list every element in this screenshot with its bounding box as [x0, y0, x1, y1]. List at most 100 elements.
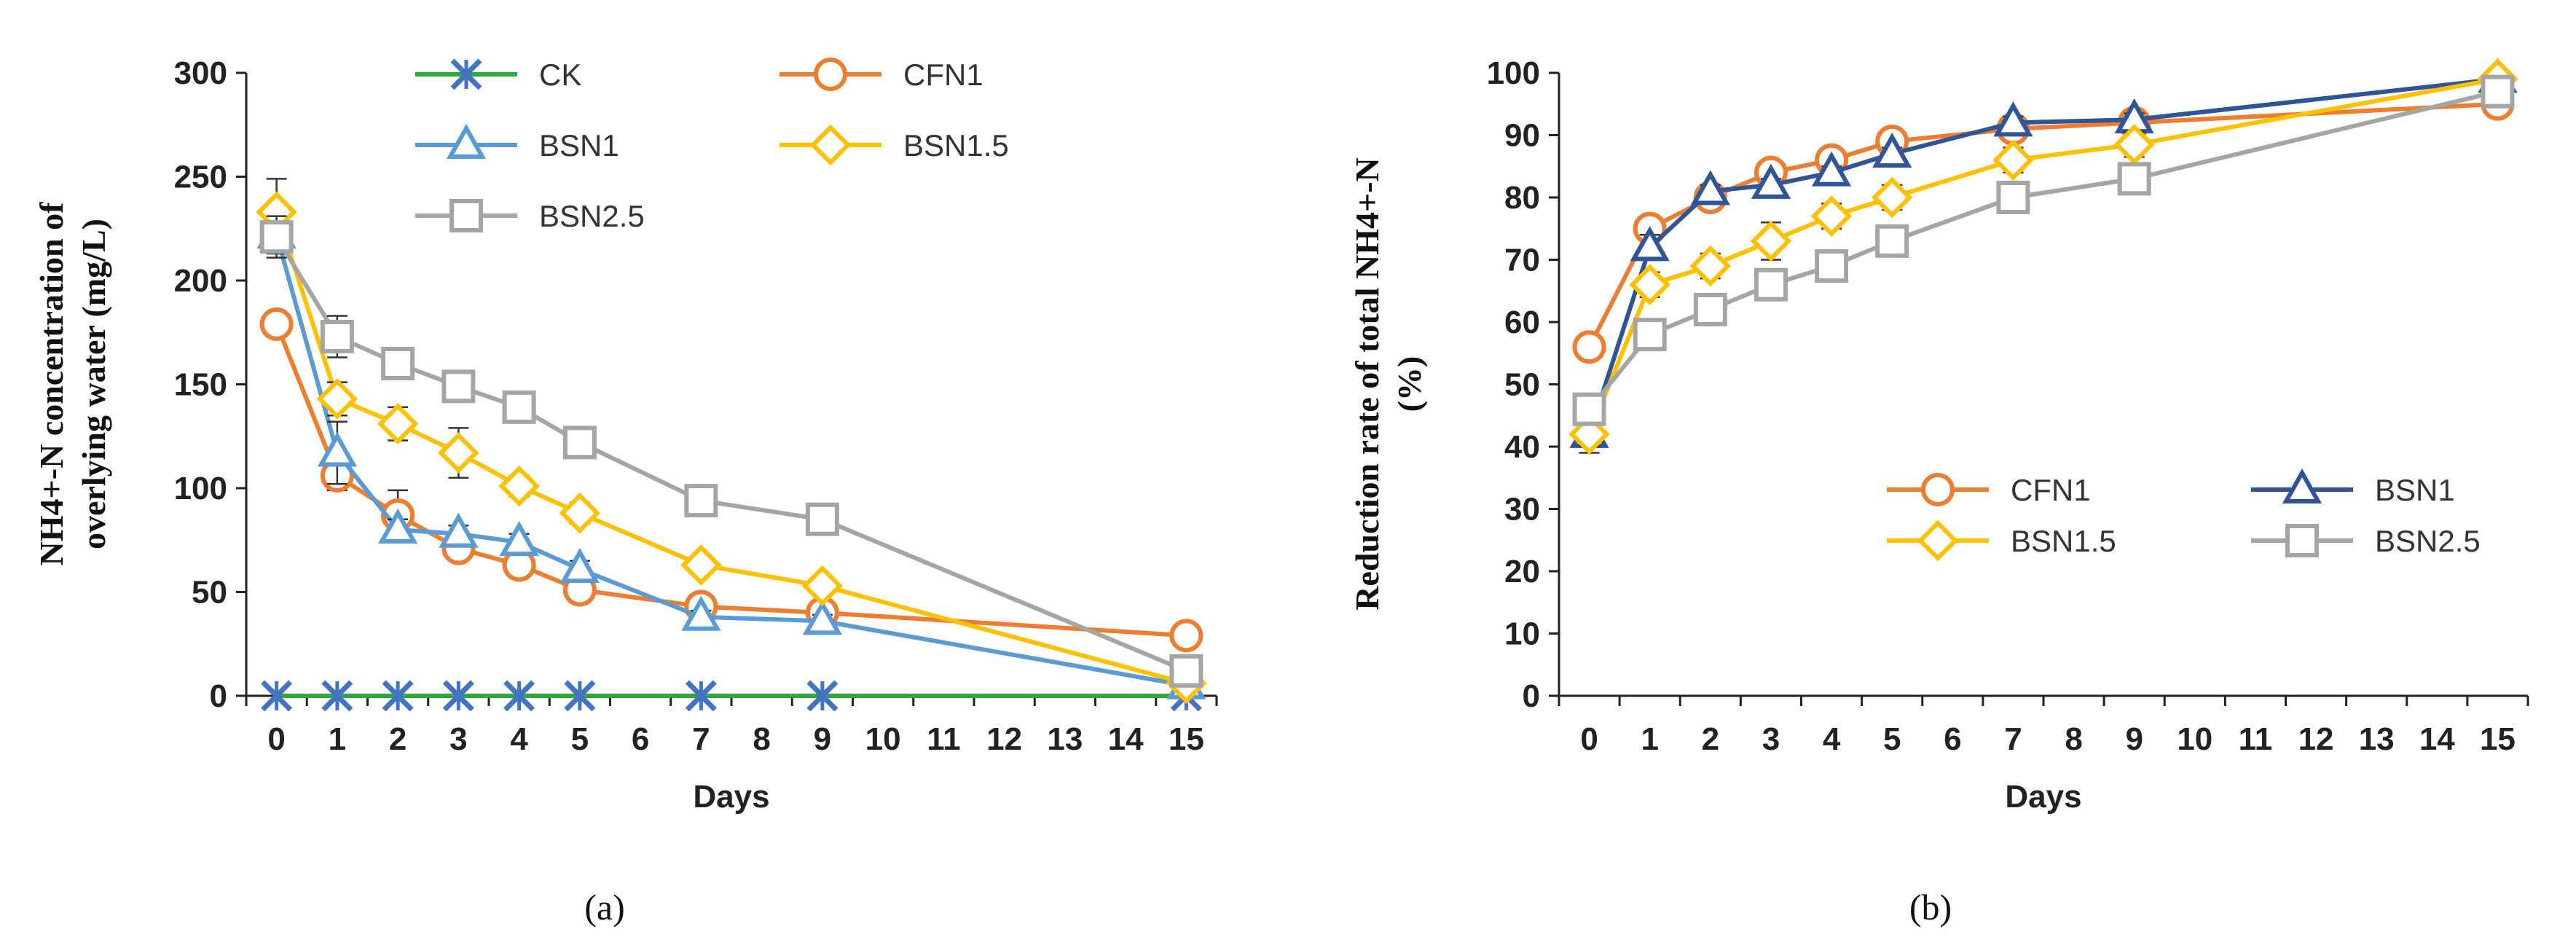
chart-b-x-axis-title: Days — [2005, 779, 2081, 815]
chart-a-data-point — [562, 426, 597, 460]
chart-a-legend-label: BSN1.5 — [903, 128, 1009, 162]
chart-a-x-tick-label: 3 — [449, 721, 467, 757]
chart-b-y-axis-title-line2: (%) — [1391, 356, 1428, 412]
chart-b-x-tick-label: 4 — [1823, 721, 1841, 757]
chart-a-y-tick-label: 200 — [174, 263, 227, 299]
chart-a-data-point — [442, 680, 474, 712]
chart-a-x-tick-label: 13 — [1047, 721, 1083, 757]
chart-b-y-axis-title-line1: Reduction rate of total NH4+-N — [1348, 157, 1386, 611]
chart-a-x-axis-title: Days — [693, 779, 769, 815]
chart-b-y-tick-label: 70 — [1504, 243, 1540, 278]
chart-b-data-point — [1750, 220, 1792, 262]
chart-b-x-tick-label: 3 — [1762, 721, 1780, 757]
chart-a-legend-item: BSN2.5 — [415, 199, 645, 233]
chart-b-x-tick-label: 12 — [2298, 721, 2334, 757]
chart-b-data-point — [1993, 101, 2033, 137]
chart-a-data-point — [438, 432, 479, 474]
chart-a-x-tick-label: 11 — [927, 721, 961, 757]
chart-a-legend-marker — [449, 199, 483, 232]
chart-b-y-tick-label: 30 — [1504, 492, 1540, 528]
chart-b-data-point — [1872, 133, 1912, 168]
chart-a-x-tick-label: 8 — [753, 721, 770, 757]
chart-b-data-point — [1996, 181, 2030, 214]
chart-b-panel-label: (b) — [1909, 887, 1952, 928]
chart-a-data-point — [381, 347, 415, 380]
chart-a-y-tick-label: 250 — [174, 160, 227, 195]
chart-a-y-tick-label: 150 — [174, 367, 227, 403]
chart-a-data-point — [377, 403, 419, 444]
chart-a-legend-label: BSN2.5 — [539, 199, 645, 233]
chart-b-data-point — [1815, 249, 1849, 283]
chart-b-data-point — [1754, 267, 1788, 302]
chart-b-series-bsn1-5 — [1568, 58, 2518, 455]
chart-b-data-point — [1693, 292, 1727, 326]
chart-b-data-point — [1875, 224, 1909, 258]
chart-b-legend-marker — [2285, 524, 2319, 557]
chart-b-x-tick-label: 0 — [1580, 721, 1598, 757]
chart-b-legend-item: BSN2.5 — [2251, 524, 2481, 558]
chart-a-legend-item: CFN1 — [780, 58, 983, 92]
chart-a-series-bsn2-5 — [259, 215, 1203, 688]
chart-b-x-tick-label: 7 — [2004, 721, 2022, 757]
chart-a-legend-item: BSN1 — [415, 123, 619, 162]
chart-a-data-point — [559, 548, 600, 584]
chart-a-data-point — [1169, 654, 1203, 688]
chart-b-y-tick-label: 80 — [1504, 180, 1540, 216]
chart-b-x-tick-label: 10 — [2177, 721, 2212, 757]
chart-a-data-point — [261, 680, 293, 712]
chart-a-x-tick-label: 2 — [389, 721, 407, 757]
chart-b-data-point — [1572, 392, 1606, 426]
chart-a-legend-label: CK — [539, 58, 581, 92]
chart-a-data-point — [801, 565, 844, 607]
chart-a-data-point — [685, 680, 717, 712]
chart-b-y-tick-label: 40 — [1504, 429, 1540, 465]
chart-b-data-point — [1992, 139, 2034, 181]
chart-b-legend-item: BSN1.5 — [1887, 519, 2116, 562]
chart-b-x-tick-label: 1 — [1641, 721, 1658, 757]
chart-a-data-point — [259, 220, 294, 254]
chart-a-data-point — [681, 595, 721, 631]
chart-b-x-tick-label: 6 — [1944, 721, 1961, 757]
chart-b-data-point — [1689, 245, 1732, 287]
chart-a-data-point — [564, 680, 596, 712]
chart-a-legend-marker — [446, 123, 487, 159]
chart-b-y-tick-label: 0 — [1523, 678, 1540, 714]
chart-b-x-tick-label: 13 — [2359, 721, 2395, 757]
chart-a-data-point — [321, 680, 353, 712]
chart-b-data-point — [2113, 124, 2155, 165]
chart-a-data-point — [684, 484, 718, 518]
chart-a-data-point — [502, 390, 536, 424]
chart-a-data-point — [317, 431, 358, 467]
chart-b-legend-label: BSN2.5 — [2375, 524, 2481, 558]
chart-a-y-tick-label: 50 — [192, 575, 227, 611]
chart-b-x-tick-label: 11 — [2239, 721, 2273, 757]
chart-a-data-point — [439, 512, 479, 548]
chart-a-series-bsn1 — [256, 213, 1206, 699]
chart-a-y-tick-label: 0 — [210, 678, 227, 714]
chart-b-x-tick-label: 8 — [2065, 721, 2082, 757]
chart-b-y-tick-label: 20 — [1504, 554, 1540, 589]
chart-a-series-bsn1-5 — [256, 178, 1207, 705]
chart-b-legend-label: BSN1.5 — [2011, 524, 2116, 558]
chart-a-data-point — [316, 378, 358, 420]
chart-a-panel-label: (a) — [584, 887, 625, 928]
chart-b-x-tick-label: 2 — [1702, 721, 1719, 757]
chart-a-x-tick-label: 7 — [692, 721, 710, 757]
chart-a-data-point — [441, 369, 476, 404]
chart-b-legend-label: CFN1 — [2011, 473, 2091, 507]
chart-b-data-point — [2481, 74, 2515, 109]
chart-b-y-tick-label: 50 — [1504, 367, 1540, 403]
chart-a-data-point — [1169, 619, 1203, 653]
chart-b-data-point — [1811, 151, 1852, 187]
chart-a-line-bsn1 — [274, 234, 1187, 688]
chart-a-series-ck — [261, 680, 1202, 712]
chart-b-data-point — [1690, 170, 1730, 205]
chart-a-x-tick-label: 10 — [865, 721, 901, 757]
chart-a-legend-label: CFN1 — [903, 58, 983, 92]
chart-b-data-point — [1810, 195, 1853, 237]
chart-a-data-point — [498, 465, 540, 507]
chart-a-data-point — [559, 492, 601, 534]
chart-a-data-point — [805, 502, 839, 536]
chart-a-legend-marker — [814, 58, 847, 91]
